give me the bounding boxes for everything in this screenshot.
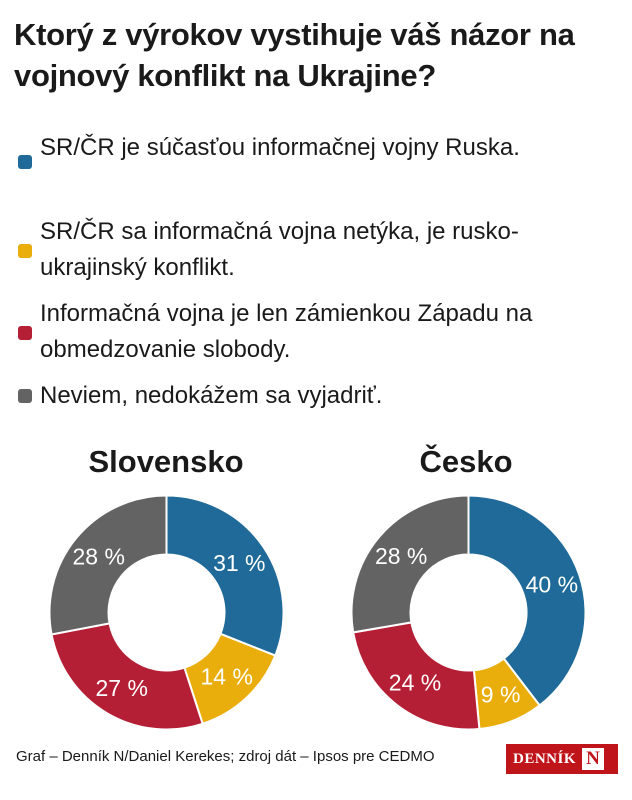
legend-label: Neviem, nedokážem sa vyjadriť. <box>40 382 383 409</box>
donut-slice-informacna-vojna-ruska <box>165 494 285 657</box>
slice-value-label: 24 % <box>389 669 441 695</box>
chart-title-slovensko: Slovensko <box>88 444 244 479</box>
charts-area: Slovensko 31 % 14 % 27 % 28 % Česko 40 % 9 %… <box>0 430 632 740</box>
legend-swatch <box>18 326 32 340</box>
donut-slice-neviem <box>48 494 168 636</box>
legend-item-neviem: Neviem, nedokážem sa vyjadriť. <box>18 378 618 414</box>
legend-label: SR/ČR sa informačná vojna netýka, je rus… <box>40 218 519 281</box>
legend-item-netyka: SR/ČR sa informačná vojna netýka, je rus… <box>18 214 618 296</box>
donut-chart-cesko: 40 % 9 % 24 % 28 % <box>350 494 587 731</box>
slice-value-label: 27 % <box>95 675 147 701</box>
slice-value-label: 28 % <box>375 543 427 569</box>
logo-text: DENNÍK <box>513 750 577 767</box>
slice-value-label: 28 % <box>72 543 124 569</box>
donut-slice-zamienka-zapadu <box>352 621 481 731</box>
source-footer: Graf – Denník N/Daniel Kerekes; zdroj dá… <box>16 748 435 765</box>
donut-chart-slovensko: 31 % 14 % 27 % 28 % <box>48 494 285 731</box>
donut-slice-informacna-vojna-ruska <box>467 494 587 707</box>
legend-label: SR/ČR je súčasťou informačnej vojny Rusk… <box>40 134 520 161</box>
chart-title: Ktorý z výrokov vystihuje váš názor na v… <box>14 17 575 93</box>
legend-swatch <box>18 244 32 258</box>
slice-value-label: 31 % <box>213 550 265 576</box>
donut-slice-neviem <box>350 494 470 634</box>
slice-value-label: 9 % <box>481 681 521 707</box>
legend-swatch <box>18 155 32 169</box>
slice-value-label: 14 % <box>201 664 253 690</box>
donut-slice-zamienka-zapadu <box>50 622 204 731</box>
chart-title-cesko: Česko <box>419 444 513 479</box>
legend: SR/ČR je súčasťou informačnej vojny Rusk… <box>18 130 618 414</box>
dennik-n-logo: DENNÍK N <box>506 744 618 774</box>
slice-value-label: 40 % <box>526 571 578 597</box>
logo-box: N <box>582 748 605 770</box>
legend-item-zamienka-zapadu: Informačná vojna je len zámienkou Západu… <box>18 296 618 376</box>
legend-item-informacna-vojna-ruska: SR/ČR je súčasťou informačnej vojny Rusk… <box>18 130 618 202</box>
legend-swatch <box>18 389 32 403</box>
legend-label: Informačná vojna je len zámienkou Západu… <box>40 300 533 363</box>
